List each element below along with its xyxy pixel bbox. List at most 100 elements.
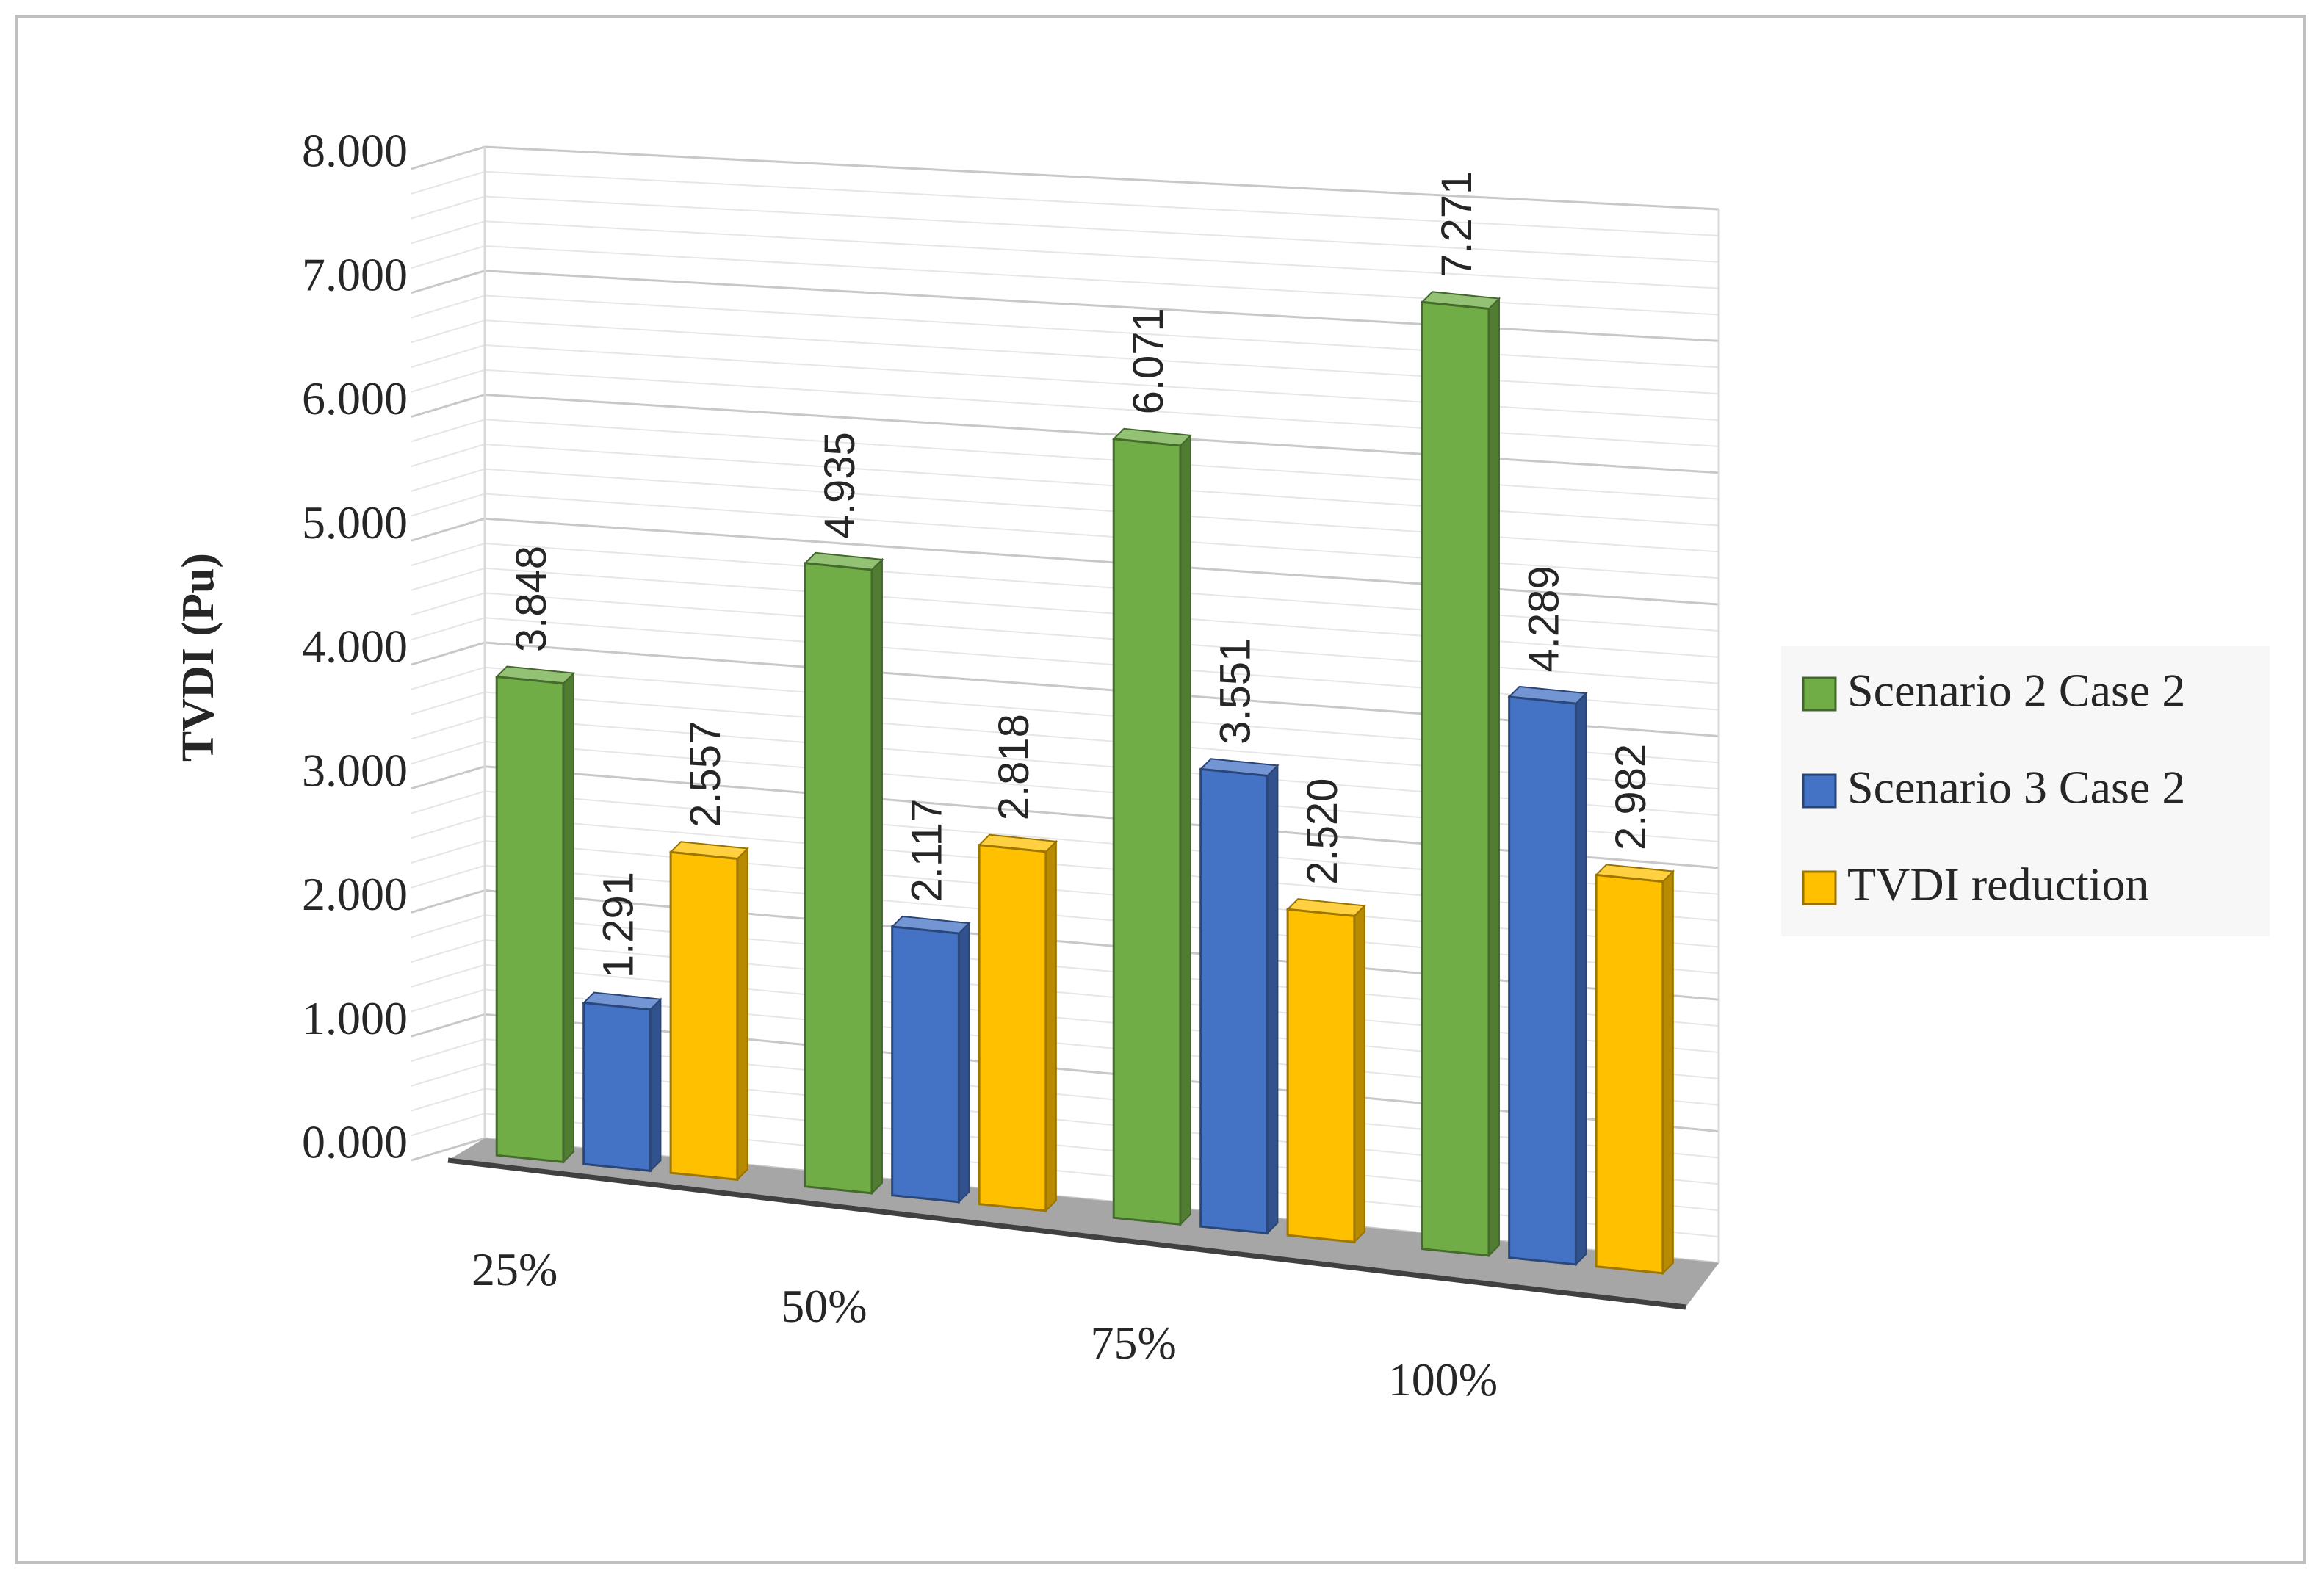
back-wall [485, 147, 1719, 1263]
gridline-side [411, 1013, 486, 1038]
x-tick-label: 75% [1090, 1317, 1176, 1369]
bar-front [1595, 873, 1664, 1275]
gridline [484, 493, 1719, 579]
gridline-side [411, 815, 486, 839]
y-tick-label: 3.000 [302, 744, 408, 796]
bar-tvdi-reduction-3 [1594, 864, 1675, 1276]
gridline-side [411, 889, 486, 914]
gridline-side [411, 369, 486, 393]
gridline-side [411, 294, 486, 319]
y-axis-title: TVDI (Pu) [173, 553, 223, 762]
chart-floor [447, 1138, 1719, 1310]
bar-front [582, 1001, 652, 1173]
gridline-side [411, 790, 486, 814]
gridline-side [411, 1038, 486, 1062]
y-tick-label: 8.000 [302, 125, 408, 177]
bar-side [736, 847, 748, 1182]
bar-side [1575, 691, 1587, 1267]
x-tick-label: 100% [1388, 1353, 1498, 1406]
bar-tvdi-reduction-2 [1285, 898, 1367, 1244]
x-tick-label: 25% [472, 1243, 557, 1295]
gridline [484, 567, 1719, 658]
gridline [484, 145, 1719, 211]
gridline [484, 170, 1719, 236]
bar-side [1661, 869, 1674, 1276]
bar-front [1286, 908, 1356, 1243]
data-label: 1.291 [594, 872, 642, 978]
y-axis: 0.000 1.000 2.000 3.000 4.000 5.000 6.000 7.000… [302, 125, 408, 1168]
bar-front [804, 562, 873, 1195]
legend: Scenario 2 Case 2 Scenario 3 Case 2 TVDI r… [1781, 646, 2270, 936]
y-tick-label: 2.000 [302, 868, 408, 920]
gridline-side [411, 914, 486, 939]
legend-swatch [1802, 676, 1837, 712]
gridline-side [411, 394, 486, 418]
gridline-side [411, 939, 486, 963]
data-label: 2.520 [1299, 778, 1346, 885]
gridline-side [411, 840, 486, 864]
gridline [484, 319, 1719, 395]
bar-side [1266, 764, 1279, 1235]
bar-front [1508, 695, 1577, 1266]
legend-swatch [1802, 773, 1837, 809]
legend-box [1781, 646, 2270, 936]
gridline-side [411, 319, 486, 344]
gridline [484, 220, 1719, 289]
gridline-side [411, 1113, 486, 1137]
bar-scenario-3-case-2-2 [1199, 758, 1280, 1235]
gridline-side [411, 517, 486, 542]
gridline [484, 344, 1719, 421]
gridline-side [411, 741, 486, 764]
legend-item: Scenario 3 Case 2 [1802, 762, 2185, 814]
bar-scenario-3-case-2-0 [582, 991, 663, 1173]
gridline-side [411, 493, 486, 517]
y-tick-label: 5.000 [302, 496, 408, 549]
data-label: 2.818 [990, 714, 1038, 820]
legend-label: Scenario 2 Case 2 [1847, 665, 2185, 717]
legend-item: Scenario 2 Case 2 [1802, 665, 2185, 717]
gridline-side [411, 641, 486, 666]
data-label: 7.271 [1433, 171, 1481, 278]
legend-swatch [1802, 870, 1837, 905]
bar-scenario-2-case-2-2 [1112, 427, 1193, 1226]
bar-tvdi-reduction-1 [977, 833, 1058, 1213]
y-tick-label: 7.000 [302, 248, 408, 300]
x-tick-label: 50% [781, 1280, 867, 1332]
gridline [484, 543, 1719, 632]
gridline-side [411, 666, 486, 690]
bar-scenario-2-case-2-3 [1421, 291, 1501, 1258]
bar-front [891, 925, 960, 1204]
gridline-side [411, 419, 486, 443]
x-axis: 25% 50% 75% 100% [472, 1243, 1498, 1406]
gridline-side [411, 170, 486, 195]
gridline-side [411, 1088, 486, 1112]
bar-side [870, 557, 883, 1196]
y-tick-label: 0.000 [302, 1116, 408, 1168]
bars [495, 291, 1675, 1276]
gridline-side [411, 270, 486, 294]
gridline [484, 592, 1719, 684]
chart-walls [485, 147, 1719, 1263]
data-label: 2.117 [903, 799, 950, 903]
bar-front [1199, 767, 1269, 1235]
data-label: 3.848 [508, 546, 555, 652]
gridline [484, 270, 1719, 342]
gridline [484, 517, 1719, 606]
gridline-side [411, 543, 486, 566]
gridline [484, 195, 1719, 263]
gridline [484, 245, 1719, 316]
gridline-side [411, 195, 486, 220]
gridline-side [411, 988, 486, 1013]
bar-front [495, 675, 565, 1164]
gridline-side [411, 592, 486, 616]
bar-side [562, 671, 574, 1164]
y-tick-label: 4.000 [302, 621, 408, 673]
bar-front [1112, 438, 1182, 1226]
gridline-side [411, 468, 486, 492]
gridline-side [411, 617, 486, 641]
bar-side [1044, 839, 1057, 1213]
bar-scenario-2-case-2-0 [495, 665, 576, 1164]
bar-side [1353, 903, 1365, 1244]
gridline [484, 468, 1719, 553]
